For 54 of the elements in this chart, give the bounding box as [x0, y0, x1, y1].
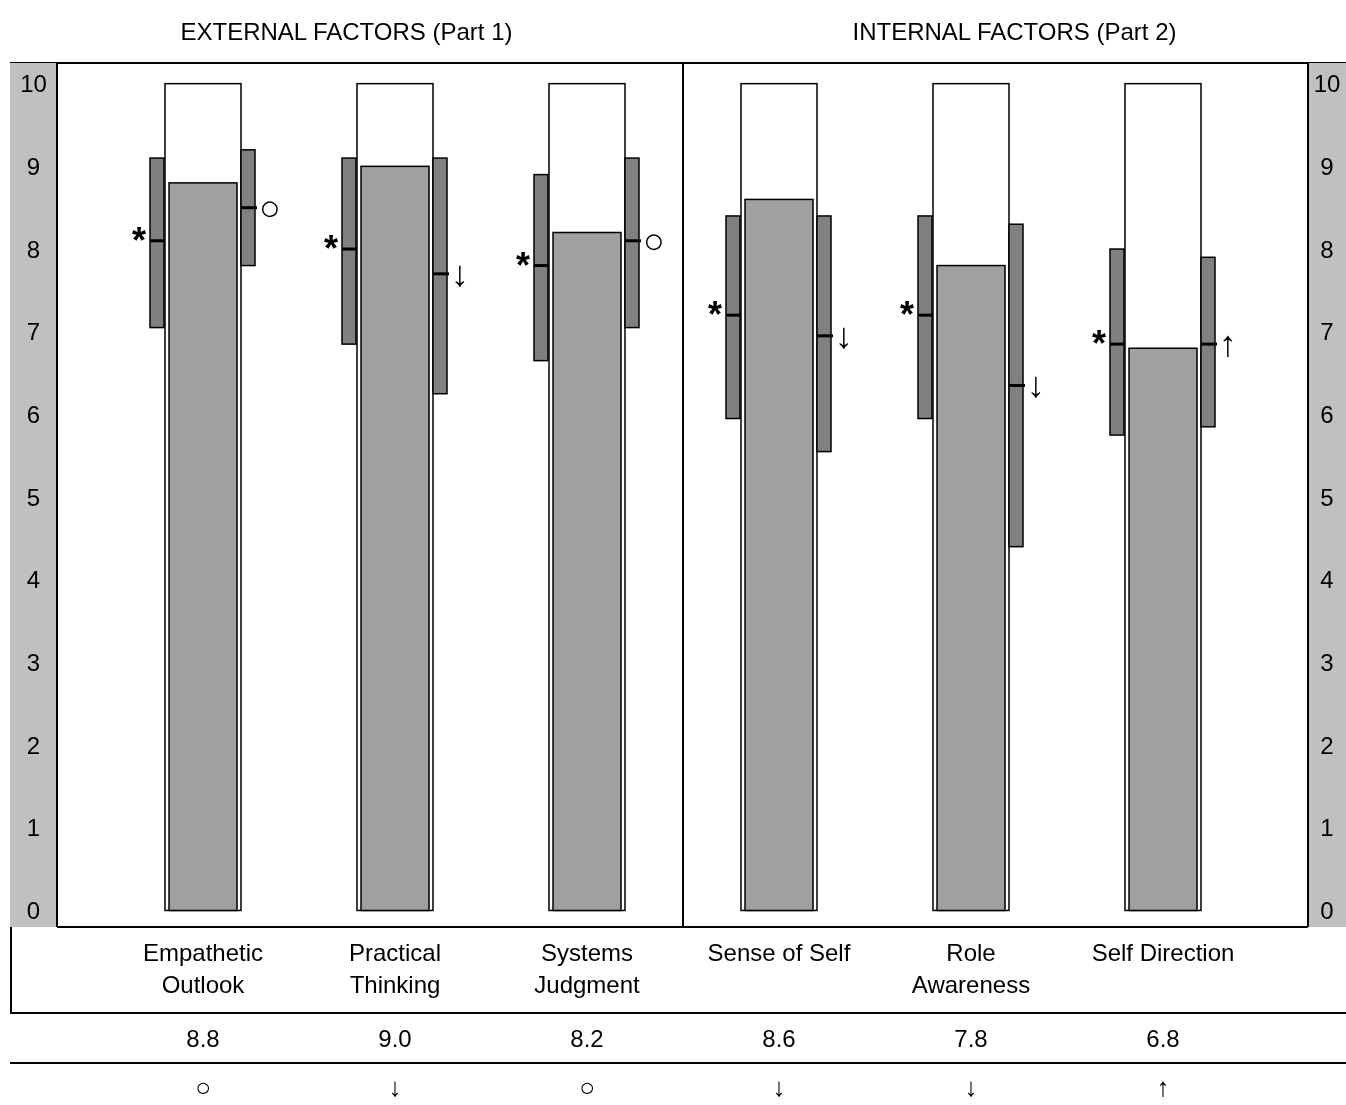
y-tick-label: 6	[1320, 400, 1334, 428]
x-tick-label: Role Awareness	[911, 939, 1031, 998]
data-label: 8.6	[761, 1025, 797, 1053]
annotation: ↑	[1219, 322, 1238, 367]
y-tick-label: 5	[1320, 483, 1334, 511]
annotation: *	[899, 293, 914, 338]
text: ↓	[771, 1072, 787, 1103]
y-tick-label: 2	[26, 731, 41, 759]
annotation: *	[323, 227, 338, 271]
y-tick-label: 1	[1320, 814, 1334, 842]
y-tick-label: 2	[1320, 731, 1334, 759]
data-label: 6.8	[1145, 1025, 1181, 1053]
text: ○	[194, 1072, 212, 1103]
y-tick-label: 6	[26, 400, 41, 428]
text: ↑	[1155, 1072, 1171, 1103]
data-label: 8.2	[569, 1025, 605, 1053]
y-tick-label: 8	[1320, 235, 1334, 263]
y-tick-label: 1	[26, 814, 41, 842]
x-tick-label: Practical Thinking	[348, 939, 442, 998]
y-tick-label: 3	[1320, 648, 1334, 676]
x-tick-label: Self Direction	[1091, 939, 1235, 966]
y-tick-label: 8	[26, 235, 41, 263]
annotation: ↓	[1027, 363, 1046, 408]
data-label: 9.0	[377, 1025, 413, 1053]
y-tick-label: 3	[26, 648, 41, 676]
y-tick-label: 9	[1320, 152, 1334, 180]
y-tick-label: 10	[20, 70, 47, 98]
annotation: ↓	[451, 251, 470, 296]
annotation: *	[131, 218, 146, 263]
text: ↓	[387, 1072, 403, 1103]
annotation: *	[707, 293, 722, 338]
annotation: ↓	[835, 313, 854, 358]
text: ○	[578, 1072, 596, 1103]
y-tick-label: 10	[1313, 70, 1341, 98]
y-tick-label: 7	[1320, 318, 1334, 346]
x-tick-label: Empathetic Outlook	[142, 939, 264, 998]
text: ↓	[963, 1072, 979, 1103]
data-label: 7.8	[953, 1025, 989, 1053]
y-tick-label: 9	[26, 152, 41, 180]
data-label: 8.8	[185, 1025, 221, 1053]
y-tick-label: 0	[1320, 896, 1334, 924]
annotation: *	[515, 243, 530, 288]
x-tick-label: Systems Judgment	[534, 939, 641, 998]
chart-title: INTERNAL FACTORS (Part 2)	[851, 16, 1178, 47]
y-tick-label: 4	[26, 566, 41, 594]
y-tick-label: 0	[26, 896, 41, 924]
x-tick-label: Sense of Self	[707, 939, 851, 966]
chart-title: EXTERNAL FACTORS (Part 1)	[179, 16, 514, 47]
y-tick-label: 7	[26, 318, 41, 346]
annotation: ○	[643, 218, 666, 263]
y-tick-label: 5	[26, 483, 41, 511]
annotation: ○	[259, 185, 282, 230]
y-tick-label: 4	[1320, 566, 1334, 594]
annotation: *	[1091, 322, 1106, 367]
